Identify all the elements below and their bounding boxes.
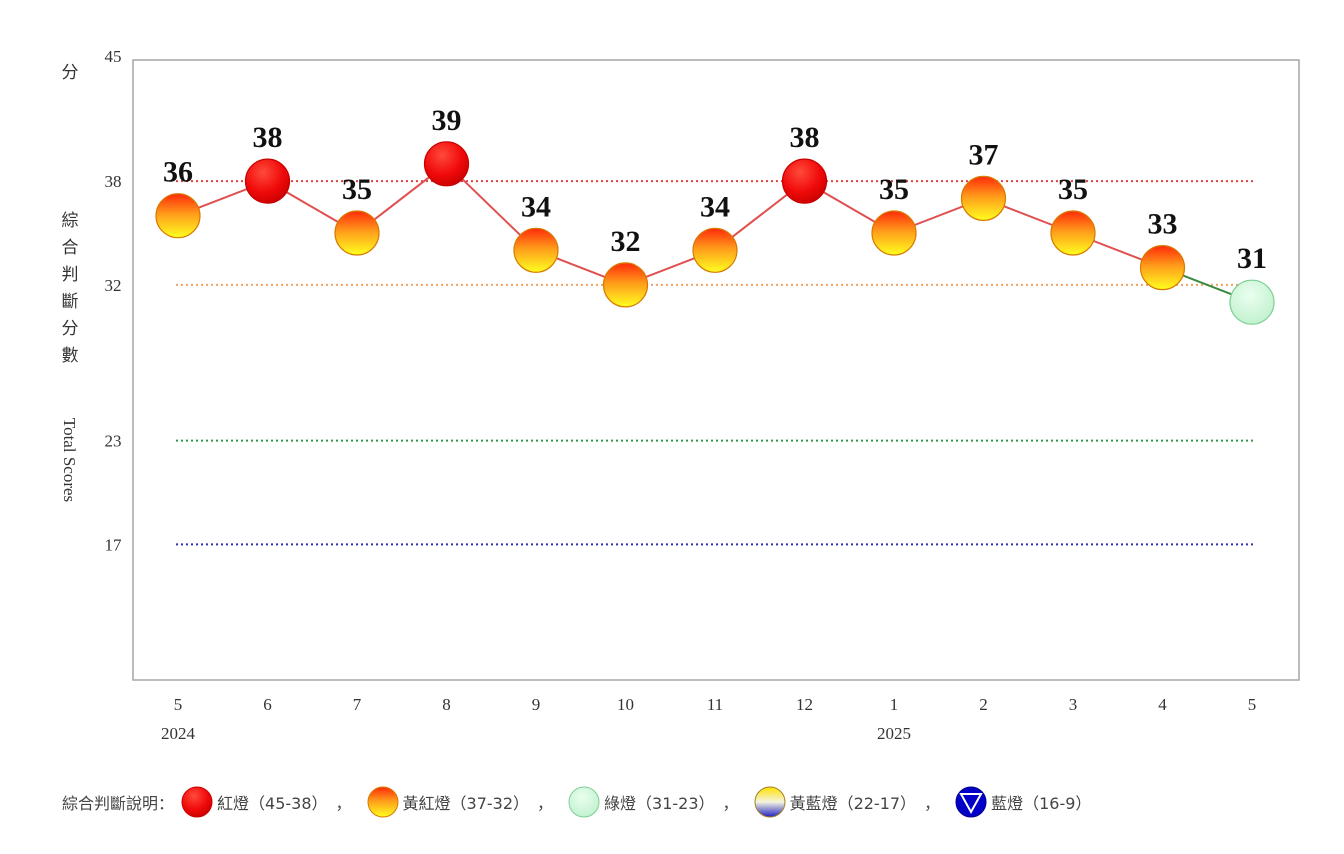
data-label: 34: [521, 190, 551, 223]
y-unit-label: 分: [62, 63, 79, 83]
data-label: 37: [969, 138, 999, 171]
data-point: [960, 175, 1007, 221]
x-year-label: 2024: [161, 724, 196, 743]
data-point: [155, 193, 201, 239]
x-tick-label: 2: [979, 695, 988, 714]
x-tick-label: 6: [263, 695, 272, 714]
data-labels: 36 38 35 39 34 32 34 38 35 37 35 33 31: [163, 104, 1267, 275]
legend-title: 綜合判斷說明：: [62, 794, 175, 813]
legend-items: 紅燈（45-38），黃紅燈（37-32），綠燈（31-23），黃藍燈（22-17…: [180, 785, 1091, 819]
data-point: [1139, 245, 1186, 291]
x-tick-label: 11: [707, 695, 723, 714]
legend-item-red: 紅燈（45-38） ，: [180, 785, 366, 819]
yellow-red-light-icon: [367, 786, 399, 818]
x-tick-label: 9: [532, 695, 541, 714]
y-tick-label: 45: [105, 47, 122, 66]
data-point: [334, 210, 380, 256]
legend: 綜合判斷說明： 紅燈（45-38），黃紅燈（37-32），綠燈（31-23），黃…: [62, 785, 1091, 819]
x-tick-label: 12: [796, 695, 813, 714]
series-points: [155, 141, 1275, 325]
data-label: 38: [790, 121, 820, 154]
y-tick-label: 38: [105, 172, 122, 191]
data-label: 32: [611, 225, 641, 258]
plot-area: [132, 59, 1300, 681]
y-tick-label: 32: [105, 276, 122, 295]
legend-label: 藍燈（16-9）: [991, 794, 1092, 813]
data-point: [871, 210, 917, 256]
legend-separator: ，: [335, 794, 352, 813]
data-label: 39: [432, 104, 462, 137]
y-title-char: 綜: [62, 211, 79, 231]
x-tick-label: 1: [890, 695, 899, 714]
legend-separator: ，: [537, 794, 554, 813]
data-point: [692, 227, 738, 273]
data-point: [513, 227, 559, 273]
x-tick-label: 3: [1069, 695, 1078, 714]
x-year-label: 2025: [877, 724, 911, 743]
legend-separator: ，: [722, 794, 739, 813]
data-point: [781, 158, 828, 204]
blue-light-icon: [955, 786, 987, 818]
data-point: [1229, 279, 1275, 325]
yellow-blue-light-icon: [754, 786, 786, 818]
legend-label: 黃藍燈（22-17）: [789, 794, 917, 813]
data-point: [1050, 210, 1096, 256]
data-label: 36: [163, 156, 193, 189]
data-label: 35: [879, 173, 909, 206]
legend-label: 黃紅燈（37-32）: [402, 794, 530, 813]
y-title-char: 合: [62, 238, 79, 258]
data-label: 34: [700, 190, 730, 223]
data-point: [423, 141, 470, 187]
x-tick-label: 10: [617, 695, 634, 714]
x-tick-label: 5: [1248, 695, 1257, 714]
x-tick-label: 5: [174, 695, 183, 714]
legend-item-yellow-blue: 黃藍燈（22-17） ，: [753, 785, 955, 819]
y-title-char: 分: [62, 319, 79, 339]
y-title-char: 判: [62, 265, 79, 285]
data-label: 38: [253, 121, 283, 154]
y-title-char: 斷: [62, 292, 79, 312]
y-axis-ticks: 45 38 32 23 17: [105, 47, 123, 554]
legend-label: 綠燈（31-23）: [604, 794, 715, 813]
data-label: 35: [342, 173, 372, 206]
y-axis-title-en: Total Scores: [60, 418, 79, 502]
data-point: [244, 158, 291, 204]
red-light-icon: [181, 786, 213, 818]
legend-item-yellow-red: 黃紅燈（37-32） ，: [366, 785, 568, 819]
legend-item-green: 綠燈（31-23） ，: [567, 785, 753, 819]
y-title-char: 數: [62, 346, 79, 366]
x-tick-label: 4: [1158, 695, 1167, 714]
green-light-icon: [568, 786, 600, 818]
y-tick-label: 23: [105, 432, 122, 451]
legend-label: 紅燈（45-38）: [217, 794, 328, 813]
data-label: 31: [1237, 242, 1267, 275]
data-label: 35: [1058, 173, 1088, 206]
x-tick-label: 8: [442, 695, 451, 714]
legend-item-blue: 藍燈（16-9）: [954, 785, 1091, 819]
legend-separator: ，: [924, 794, 941, 813]
y-tick-label: 17: [105, 535, 123, 554]
data-label: 33: [1148, 208, 1178, 241]
x-tick-label: 7: [353, 695, 362, 714]
data-point: [602, 262, 649, 308]
